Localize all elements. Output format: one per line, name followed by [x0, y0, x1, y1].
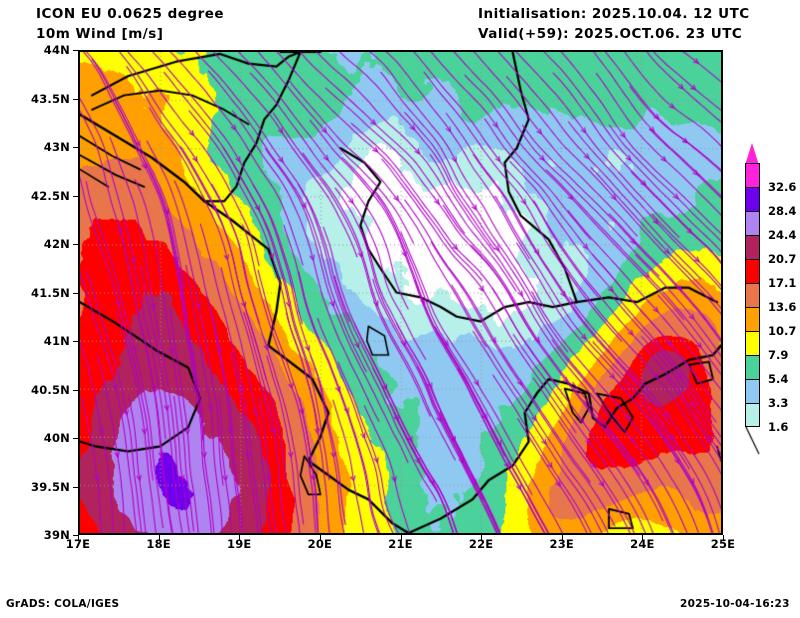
colorbar-swatch[interactable]	[745, 259, 760, 283]
x-tick	[78, 535, 79, 540]
colorbar-swatch[interactable]	[745, 187, 760, 211]
x-axis-label: 25E	[710, 537, 736, 551]
colorbar-swatch[interactable]	[745, 211, 760, 235]
y-axis-label: 42N	[43, 237, 70, 251]
valid-time-label: Valid(+59): 2025.OCT.06. 23 UTC	[478, 26, 743, 42]
colorbar[interactable]	[745, 163, 760, 427]
initialisation-label: Initialisation: 2025.10.04. 12 UTC	[478, 6, 750, 22]
y-tick	[73, 98, 78, 100]
x-axis-label: 23E	[549, 537, 574, 551]
y-axis-label: 43N	[43, 140, 70, 154]
y-axis-label: 43.5N	[31, 91, 70, 106]
y-tick	[73, 147, 78, 148]
x-axis-label: 24E	[630, 537, 655, 551]
y-tick	[73, 341, 78, 342]
x-axis-label: 17E	[65, 537, 91, 551]
y-axis-label: 44N	[43, 43, 70, 57]
model-title: ICON EU 0.0625 degree	[36, 6, 225, 22]
colorbar-swatch[interactable]	[745, 403, 760, 427]
x-axis-label: 18E	[146, 537, 171, 551]
y-tick	[73, 389, 78, 391]
generated-stamp: 2025-10-04-16:23	[680, 598, 790, 610]
y-tick	[73, 292, 78, 294]
x-axis-label: 22E	[468, 537, 494, 551]
x-tick	[319, 535, 321, 540]
x-axis-label: 20E	[307, 537, 333, 551]
y-tick	[73, 535, 78, 536]
y-axis-label: 41.5N	[31, 285, 70, 300]
colorbar-tick-label: 5.4	[768, 372, 789, 386]
y-tick	[73, 438, 78, 439]
wind-speed-field	[80, 52, 721, 533]
x-tick	[239, 535, 241, 540]
colorbar-under-tail	[744, 427, 764, 455]
x-tick	[723, 535, 724, 540]
colorbar-swatch[interactable]	[745, 163, 760, 187]
colorbar-tick-label: 20.7	[768, 252, 797, 266]
colorbar-swatch[interactable]	[745, 379, 760, 403]
colorbar-tick-label: 7.9	[768, 348, 789, 362]
colorbar-swatch[interactable]	[745, 283, 760, 307]
colorbar-swatch[interactable]	[745, 355, 760, 379]
x-axis-label: 19E	[227, 537, 252, 551]
colorbar-tick-label: 24.4	[768, 228, 797, 242]
y-axis-label: 42.5N	[31, 188, 70, 203]
y-tick	[73, 50, 78, 51]
y-axis-label: 39.5N	[31, 479, 70, 494]
colorbar-tick-label: 1.6	[768, 420, 789, 434]
y-axis-label: 40N	[43, 431, 70, 445]
colorbar-tick-label: 10.7	[768, 324, 797, 338]
colorbar-tick-label: 13.6	[768, 300, 797, 314]
x-tick	[481, 535, 483, 540]
y-tick	[73, 486, 78, 488]
colorbar-tick-label: 32.6	[768, 180, 797, 194]
y-axis-label: 39N	[43, 528, 70, 542]
colorbar-swatch[interactable]	[745, 307, 760, 331]
grads-credit: GrADS: COLA/IGES	[6, 598, 120, 610]
colorbar-tick-label: 3.3	[768, 396, 789, 410]
colorbar-tick-label: 28.4	[768, 204, 797, 218]
y-tick	[73, 244, 78, 245]
y-tick	[73, 195, 78, 197]
x-tick	[642, 535, 644, 540]
field-title: 10m Wind [m/s]	[36, 26, 164, 42]
colorbar-swatch[interactable]	[745, 331, 760, 355]
x-axis-label: 21E	[388, 537, 413, 551]
x-tick	[400, 535, 402, 540]
colorbar-tick-label: 17.1	[768, 276, 797, 290]
weather-map-panel[interactable]	[78, 50, 723, 535]
y-axis-label: 41N	[43, 334, 70, 348]
colorbar-swatch[interactable]	[745, 235, 760, 259]
colorbar-over-arrow	[745, 143, 759, 165]
x-tick	[158, 535, 160, 540]
y-axis-label: 40.5N	[31, 382, 70, 397]
x-tick	[561, 535, 563, 540]
